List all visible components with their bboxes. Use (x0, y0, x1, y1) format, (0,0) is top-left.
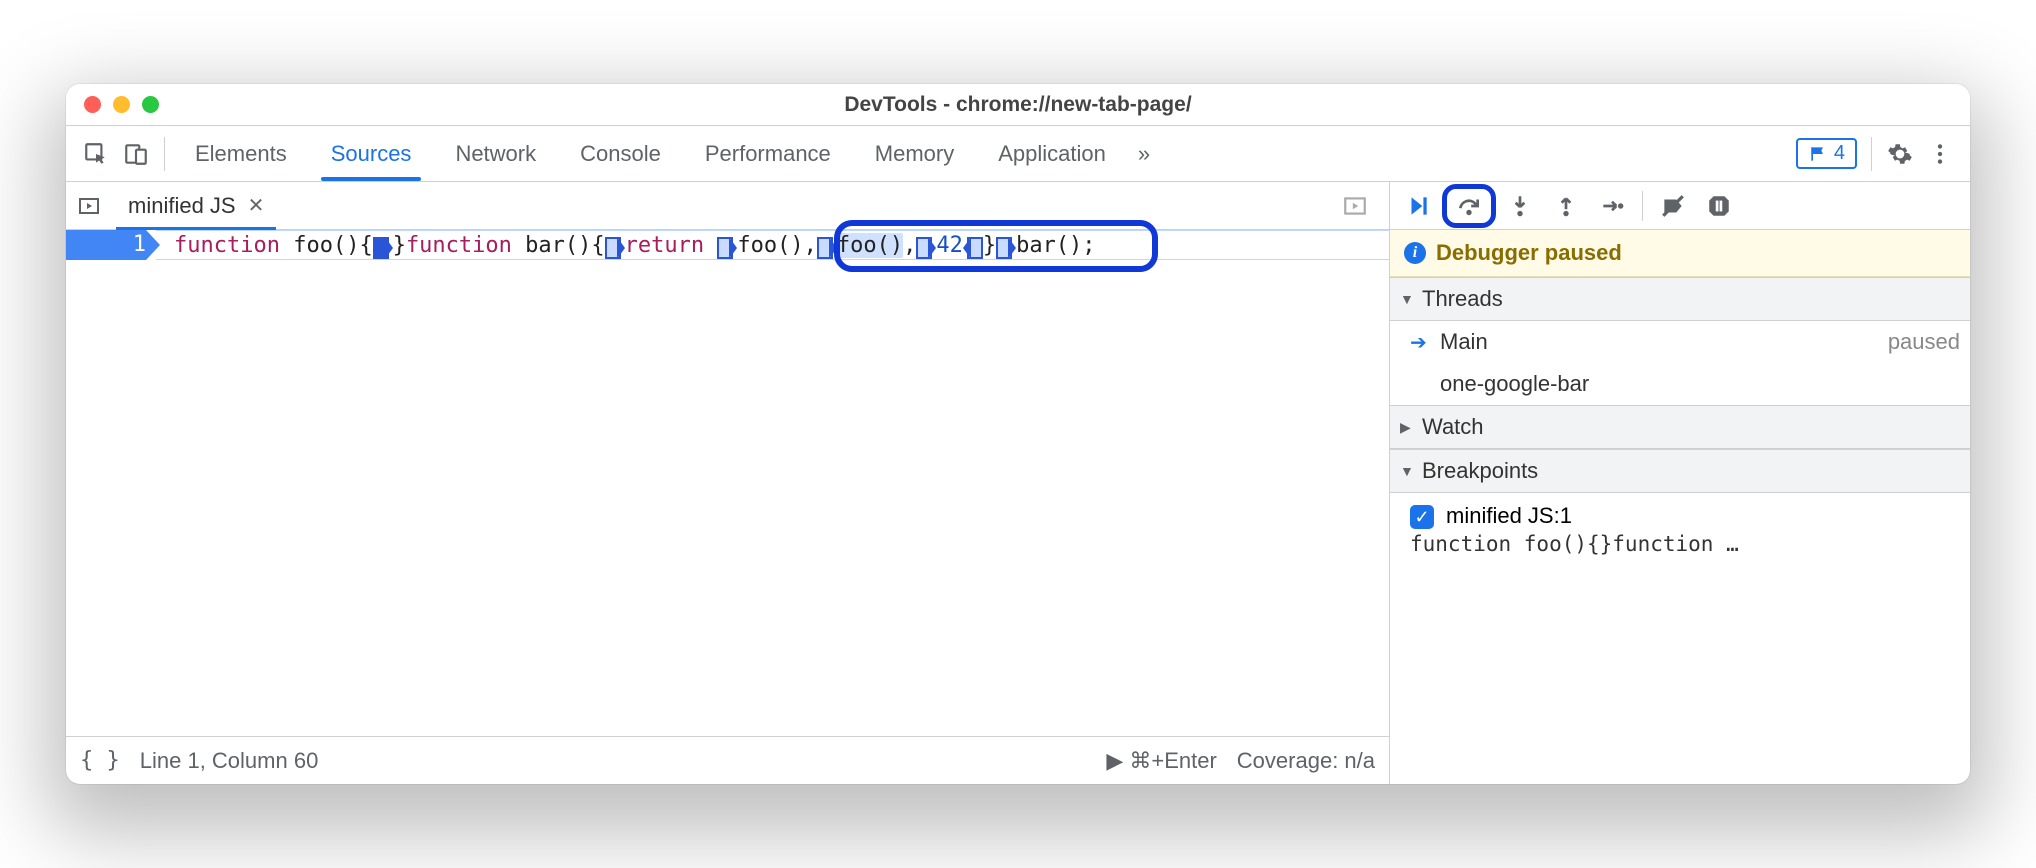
devtools-window: DevTools - chrome://new-tab-page/ Elemen… (66, 84, 1970, 784)
navigator-toggle-icon[interactable] (72, 189, 106, 223)
gutter: 1 (66, 230, 156, 736)
inspect-icon[interactable] (76, 134, 116, 174)
info-icon: i (1404, 242, 1426, 264)
debugger-panel: i Debugger paused ▼ Threads ➔ Main pause… (1390, 182, 1970, 784)
token: foo(), (737, 233, 816, 258)
breakpoint-checkbox[interactable]: ✓ (1410, 505, 1434, 529)
token: , (903, 233, 916, 258)
tab-memory[interactable]: Memory (853, 126, 976, 181)
toolbar-separator (1642, 191, 1643, 221)
traffic-lights (84, 96, 159, 113)
step-into-button[interactable] (1498, 186, 1542, 226)
section-breakpoints[interactable]: ▼ Breakpoints (1390, 449, 1970, 493)
breakpoint-marker-icon[interactable] (605, 235, 623, 257)
breakpoint-marker-icon[interactable] (817, 235, 835, 257)
chevron-down-icon: ▼ (1400, 291, 1416, 307)
line-number[interactable]: 1 (66, 230, 146, 260)
settings-icon[interactable] (1880, 134, 1920, 174)
more-icon[interactable] (1920, 134, 1960, 174)
breakpoint-code-preview: function foo(){}function … (1390, 529, 1970, 562)
section-label: Threads (1422, 286, 1503, 312)
tab-application[interactable]: Application (976, 126, 1128, 181)
token: } (393, 233, 406, 258)
breakpoint-marker-icon[interactable] (717, 235, 735, 257)
code-line-1[interactable]: function foo(){}function bar(){return fo… (156, 230, 1389, 260)
debugger-paused-banner: i Debugger paused (1390, 230, 1970, 277)
step-out-button[interactable] (1544, 186, 1588, 226)
tab-overflow[interactable]: » (1128, 126, 1160, 181)
breakpoint-row[interactable]: ✓ minified JS:1 (1390, 493, 1970, 529)
token-keyword: return (625, 233, 704, 258)
coverage-status[interactable]: Coverage: n/a (1237, 748, 1375, 774)
breakpoint-marker-icon[interactable] (916, 235, 934, 257)
section-threads[interactable]: ▼ Threads (1390, 277, 1970, 321)
breakpoint-marker-icon[interactable] (965, 235, 983, 257)
token (704, 233, 717, 258)
thread-row-main[interactable]: ➔ Main paused (1390, 321, 1970, 363)
token-number: 42 (936, 233, 963, 258)
section-label: Watch (1422, 414, 1484, 440)
breakpoint-marker-icon[interactable] (373, 235, 391, 257)
editor-pane: minified JS ✕ 1 function foo(){}function… (66, 182, 1390, 784)
device-mode-icon[interactable] (116, 134, 156, 174)
prettyprint-button[interactable]: { } (80, 748, 120, 773)
thread-name: one-google-bar (1440, 371, 1589, 397)
tab-network[interactable]: Network (433, 126, 558, 181)
window-title: DevTools - chrome://new-tab-page/ (66, 93, 1970, 117)
close-icon[interactable]: ✕ (248, 193, 265, 218)
titlebar: DevTools - chrome://new-tab-page/ (66, 84, 1970, 126)
debug-toolbar (1390, 182, 1970, 230)
run-shortcut: ⌘+Enter (1129, 748, 1216, 773)
section-label: Breakpoints (1422, 458, 1538, 484)
token: bar(){ (512, 233, 605, 258)
resume-button[interactable] (1396, 186, 1440, 226)
token: } (983, 233, 996, 258)
zoom-dot[interactable] (142, 96, 159, 113)
step-over-button[interactable] (1442, 184, 1496, 228)
thread-state: paused (1888, 329, 1960, 355)
tab-separator (164, 137, 165, 171)
thread-row[interactable]: one-google-bar (1390, 363, 1970, 405)
tab-elements[interactable]: Elements (173, 126, 309, 181)
snippets-run-icon[interactable] (1335, 186, 1375, 226)
thread-name: Main (1440, 329, 1488, 355)
file-tab-minified-js[interactable]: minified JS ✕ (116, 182, 276, 229)
highlighted-token: foo() (837, 233, 903, 258)
cursor-position: Line 1, Column 60 (140, 748, 319, 774)
file-tab-label: minified JS (128, 193, 236, 219)
editor-statusbar: { } Line 1, Column 60 ▶ ⌘+Enter Coverage… (66, 736, 1389, 784)
tab-separator (1871, 137, 1872, 171)
file-tabs: minified JS ✕ (66, 182, 1389, 230)
active-thread-icon: ➔ (1410, 330, 1430, 355)
chevron-down-icon: ▼ (1400, 463, 1416, 479)
token-keyword: function (174, 233, 280, 258)
pause-on-exceptions-button[interactable] (1697, 186, 1741, 226)
breakpoint-marker-icon[interactable] (996, 235, 1014, 257)
chevron-right-icon: ▶ (1400, 419, 1416, 436)
token: foo(){ (280, 233, 373, 258)
close-dot[interactable] (84, 96, 101, 113)
token: bar(); (1016, 233, 1095, 258)
deactivate-breakpoints-button[interactable] (1651, 186, 1695, 226)
paused-label: Debugger paused (1436, 240, 1622, 266)
run-snippet-hint[interactable]: ▶ ⌘+Enter (1106, 748, 1216, 774)
main-body: minified JS ✕ 1 function foo(){}function… (66, 182, 1970, 784)
section-watch[interactable]: ▶ Watch (1390, 405, 1970, 449)
tab-sources[interactable]: Sources (309, 126, 434, 181)
code-editor[interactable]: 1 function foo(){}function bar(){return … (66, 230, 1389, 736)
issues-badge[interactable]: 4 (1796, 138, 1857, 169)
issues-count: 4 (1834, 142, 1845, 165)
tab-console[interactable]: Console (558, 126, 683, 181)
panel-tabs: Elements Sources Network Console Perform… (66, 126, 1970, 182)
breakpoint-label: minified JS:1 (1446, 503, 1572, 529)
step-button[interactable] (1590, 186, 1634, 226)
token-keyword: function (406, 233, 512, 258)
minimize-dot[interactable] (113, 96, 130, 113)
tab-performance[interactable]: Performance (683, 126, 853, 181)
